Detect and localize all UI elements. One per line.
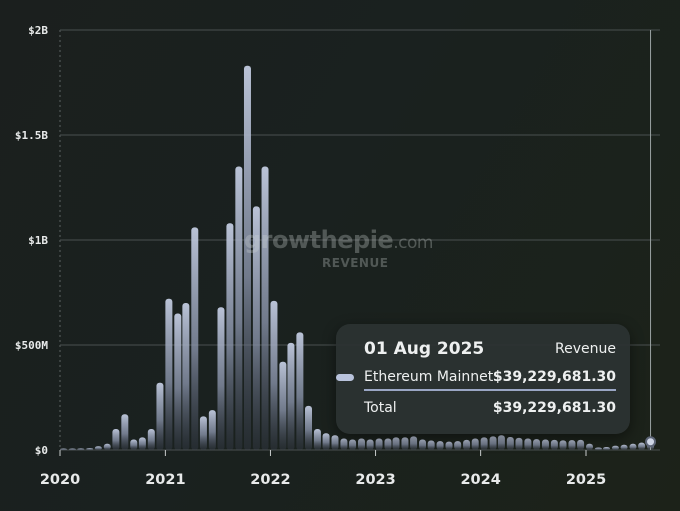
bar	[586, 443, 594, 450]
bar	[602, 447, 610, 450]
bar	[130, 439, 138, 450]
bar	[322, 433, 330, 450]
bar	[550, 439, 558, 450]
bar	[533, 439, 541, 450]
bar	[331, 435, 339, 450]
bar	[427, 440, 435, 450]
bar	[103, 443, 111, 450]
bar	[375, 438, 383, 450]
bar	[419, 439, 427, 450]
watermark-logo-main: growthepie	[244, 226, 394, 254]
bar	[182, 303, 190, 450]
bar	[506, 436, 514, 450]
x-tick-label: 2024	[460, 472, 500, 488]
bar	[568, 440, 576, 450]
bar	[86, 448, 94, 450]
bar	[235, 166, 243, 450]
bar	[226, 223, 234, 450]
bar	[594, 447, 602, 450]
bar	[392, 437, 400, 450]
bar	[156, 382, 164, 450]
y-tick-label: $1.5B	[15, 129, 48, 142]
tooltip-metric: Revenue	[555, 341, 616, 357]
tooltip-date: 01 Aug 2025	[364, 339, 485, 359]
bar	[620, 444, 628, 450]
hover-cursor	[645, 30, 657, 450]
x-tick-label: 2025	[566, 472, 606, 488]
bar	[629, 443, 637, 450]
bar	[541, 439, 549, 450]
y-axis-ticks: $0 $500M $1B $1.5B $2B	[15, 24, 48, 457]
tooltip-series-bar	[364, 389, 616, 391]
growthepie-watermark: growthepie.com REVENUE	[244, 226, 433, 270]
bar	[611, 445, 619, 450]
x-tick-label: 2023	[355, 472, 395, 488]
bar	[270, 300, 278, 450]
bar	[480, 437, 488, 450]
bar	[357, 438, 365, 450]
tooltip-series-value: $39,229,681.30	[492, 369, 616, 385]
bar-series	[60, 65, 655, 450]
bar	[243, 65, 251, 450]
bar	[279, 361, 287, 450]
bar	[77, 448, 85, 450]
y-tick-label: $2B	[28, 24, 48, 37]
bar	[489, 436, 497, 450]
tooltip-series-name: Ethereum Mainnet	[364, 369, 494, 385]
watermark-logo: growthepie.com	[244, 226, 433, 254]
bar	[463, 439, 471, 450]
bar	[497, 435, 505, 450]
tooltip-total-label: Total	[364, 400, 397, 416]
bar	[577, 439, 585, 450]
y-tick-label: $1B	[28, 234, 48, 247]
y-tick-label: $0	[35, 444, 48, 457]
bar	[138, 437, 146, 450]
x-axis-ticks: 2020 2021 2022 2023 2024 2025	[40, 450, 606, 488]
bar	[208, 410, 216, 450]
bar	[147, 429, 155, 450]
x-tick-label: 2021	[145, 472, 185, 488]
bar	[366, 439, 374, 450]
bar	[94, 446, 102, 450]
bar	[401, 437, 409, 450]
bar	[112, 429, 120, 450]
bar	[445, 441, 453, 450]
bar	[165, 298, 173, 450]
hover-tooltip: 01 Aug 2025 Revenue Ethereum Mainnet $39…	[336, 324, 630, 434]
watermark-logo-suffix: .com	[393, 233, 433, 253]
bar	[638, 442, 646, 450]
bar	[313, 429, 321, 450]
bar	[524, 438, 532, 450]
bar	[305, 405, 313, 450]
tooltip-series-swatch	[336, 374, 354, 381]
watermark-subtitle: REVENUE	[322, 256, 389, 270]
bar	[454, 441, 462, 450]
bar	[410, 436, 418, 450]
bar	[436, 441, 444, 450]
bar	[252, 206, 260, 450]
bar	[515, 437, 523, 450]
bar	[349, 439, 357, 450]
bar	[261, 166, 269, 450]
bar	[121, 414, 129, 450]
bar	[340, 438, 348, 450]
bar	[68, 448, 76, 450]
bar	[296, 332, 304, 450]
bar	[287, 342, 295, 450]
bar	[191, 227, 199, 450]
x-tick-label: 2022	[250, 472, 290, 488]
bar	[174, 313, 182, 450]
bar	[559, 440, 567, 450]
tooltip-total-value: $39,229,681.30	[492, 400, 616, 416]
bar	[384, 438, 392, 450]
bar	[217, 307, 225, 450]
bar	[199, 416, 207, 450]
y-tick-label: $500M	[15, 339, 48, 352]
bar	[60, 448, 67, 450]
bar	[471, 438, 479, 450]
x-tick-label: 2020	[40, 472, 80, 488]
hover-point	[645, 436, 657, 448]
